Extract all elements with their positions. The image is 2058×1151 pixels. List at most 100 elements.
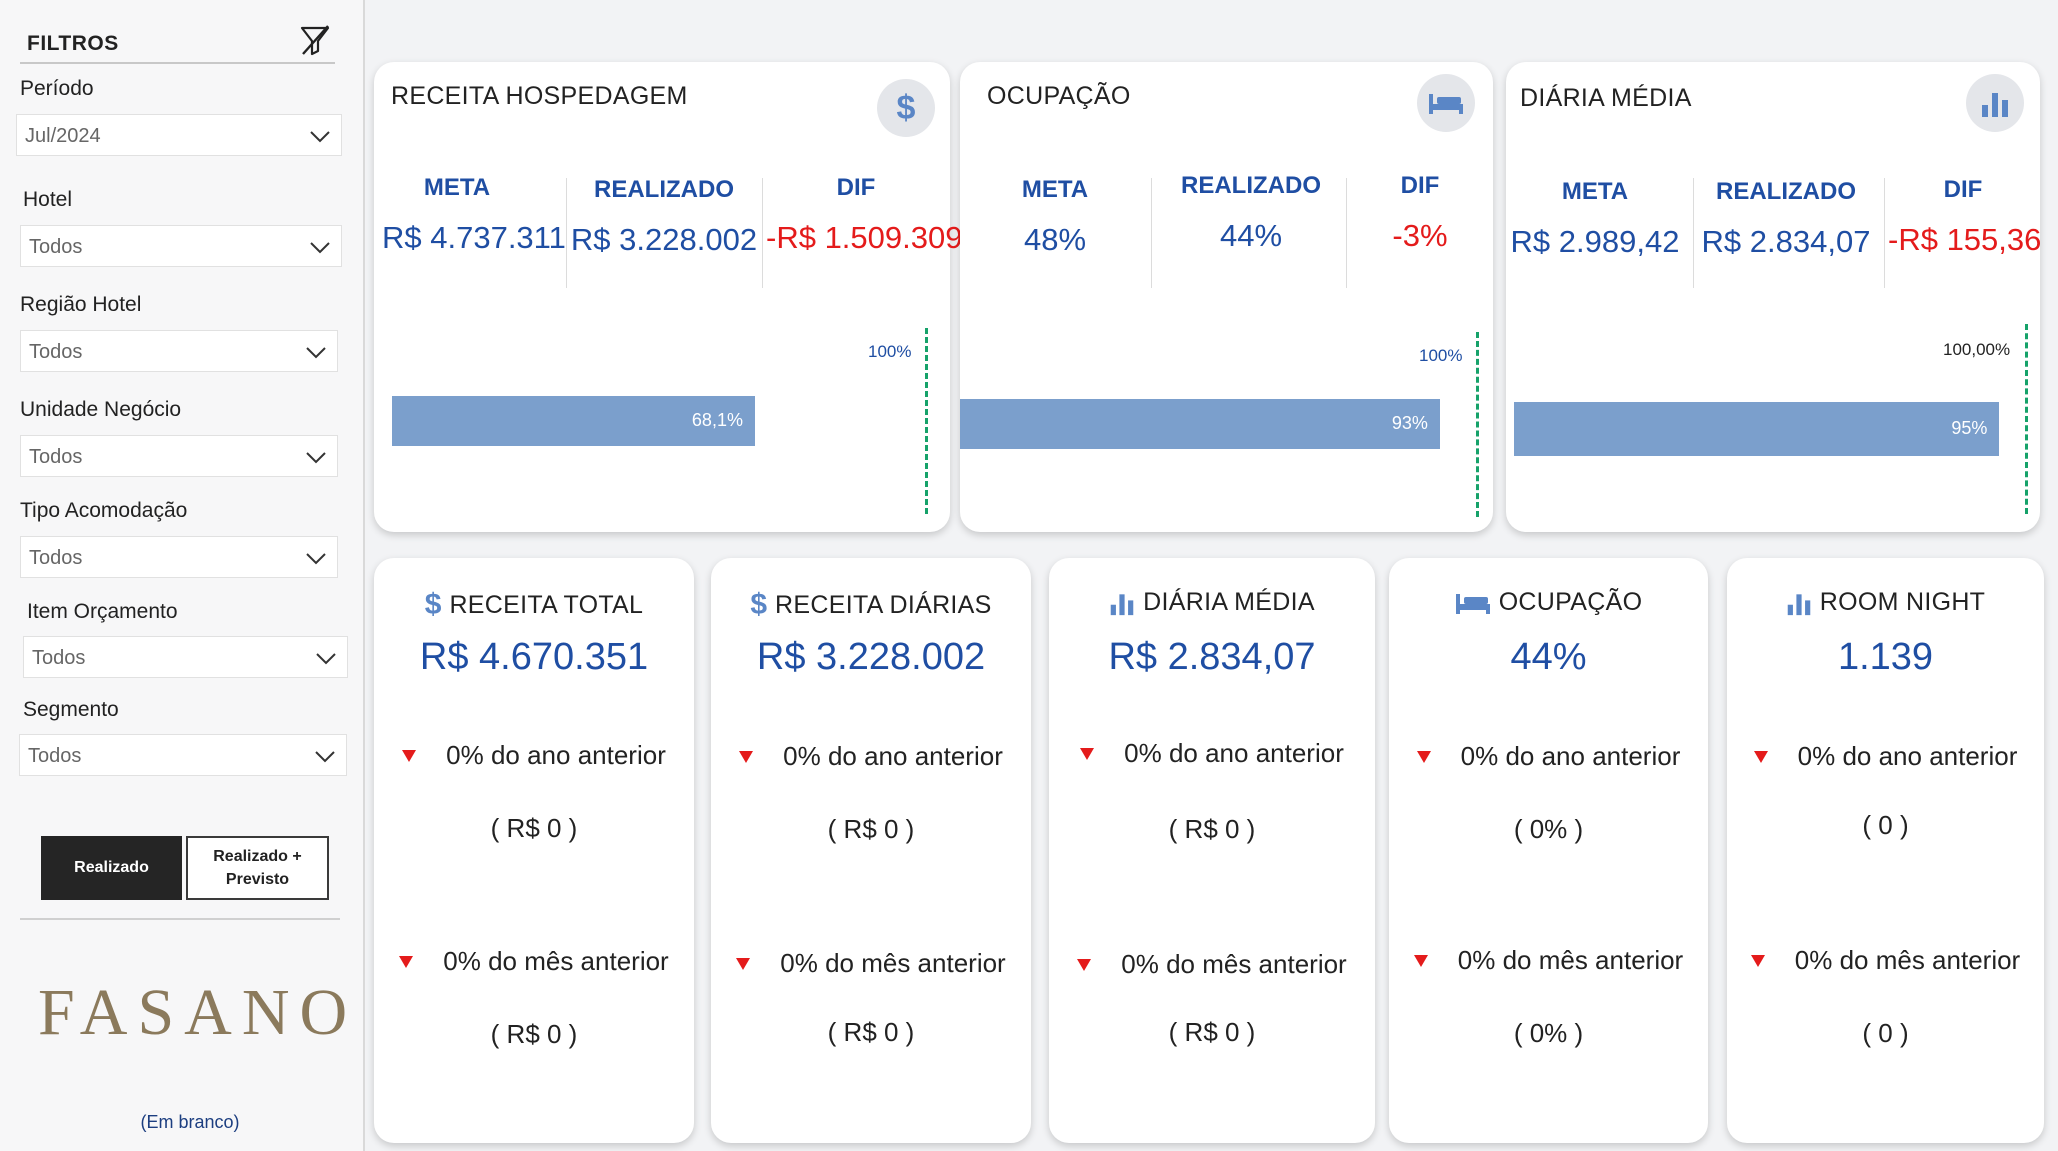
meta-label: META (1021, 176, 1089, 203)
filters-title: FILTROS (27, 32, 119, 55)
target-line (2025, 324, 2028, 514)
region-dropdown[interactable]: Todos (20, 330, 338, 372)
period-value: Jul/2024 (25, 125, 101, 147)
main-value: 1.139 (1837, 636, 1934, 678)
kpi-card-receita-hospedagem: RECEITA HOSPEDAGEM $ META R$ 4.737.311 R… (374, 62, 962, 532)
bar-chart-icon (1787, 593, 1811, 615)
card-title: RECEITA TOTAL (449, 590, 644, 619)
month-comparison-text: 0% do mês anterior (1457, 945, 1684, 975)
progress-bar: 93% (960, 399, 1440, 449)
bar-chart-icon (1966, 74, 2024, 132)
filter-panel: FILTROS Período Jul/2024 Hotel Todos Reg… (0, 0, 365, 1151)
column-divider (1151, 178, 1152, 288)
year-comparison-text: 0% do ano anterior (783, 741, 1003, 771)
year-comparison-value: ( 0 ) (1862, 810, 1909, 840)
year-comparison-text: 0% do ano anterior (1460, 741, 1681, 771)
month-comparison-text: 0% do mês anterior (1794, 945, 2021, 975)
dif-label: DIF (1943, 176, 1983, 203)
down-triangle-icon (1413, 954, 1428, 967)
realizado-label: REALIZADO (1716, 178, 1856, 205)
month-comparison-text: 0% do mês anterior (443, 946, 669, 976)
month-comparison-value: ( R$ 0 ) (827, 1017, 915, 1047)
bed-icon (1455, 593, 1490, 614)
chevron-down-icon (306, 347, 326, 359)
meta-value: R$ 2.989,42 (1510, 224, 1680, 259)
business-unit-value: Todos (29, 446, 83, 468)
clear-filters-icon[interactable] (297, 22, 333, 58)
card-title: ROOM NIGHT (1819, 588, 1986, 616)
month-comparison-text: 0% do mês anterior (1121, 949, 1347, 979)
region-value: Todos (29, 341, 83, 363)
down-triangle-icon (399, 955, 414, 968)
month-comparison-value: ( 0 ) (1862, 1018, 1909, 1048)
progress-bar: 95% (1514, 402, 2000, 456)
hotel-label: Hotel (23, 188, 73, 211)
dif-column: DIF -R$ 155,36 (1888, 176, 2042, 258)
hotel-dropdown[interactable]: Todos (20, 225, 342, 267)
month-comparison-text: 0% do mês anterior (780, 948, 1006, 978)
main-value: R$ 2.834,07 (1108, 636, 1316, 678)
month-comparison-value: ( R$ 0 ) (1168, 1017, 1256, 1047)
kpi-card-ocupacao: OCUPAÇÃO META 48% REALIZADO 44% DIF -3% … (960, 62, 1493, 532)
year-comparison-text: 0% do ano anterior (446, 740, 666, 770)
column-divider (1884, 178, 1885, 288)
hotel-value: Todos (29, 236, 83, 258)
year-comparison-value: ( R$ 0 ) (1168, 814, 1256, 844)
month-comparison: 0% do mês anterior (1727, 945, 2044, 976)
room-type-value: Todos (29, 547, 83, 569)
month-comparison: 0% do mês anterior (1049, 949, 1375, 980)
business-unit-label: Unidade Negócio (20, 398, 182, 421)
kpi-card-diaria-media: DIÁRIA MÉDIA META R$ 2.989,42 REALIZADO … (1506, 62, 2042, 532)
period-dropdown[interactable]: Jul/2024 (16, 114, 342, 156)
year-comparison-text: 0% do ano anterior (1124, 738, 1344, 768)
progress-bar: 68,1% (392, 396, 755, 446)
kpi-card-ocupacao-bottom: OCUPAÇÃO 44% 0% do ano anterior ( 0% ) 0… (1389, 558, 1708, 1143)
column-divider (1693, 178, 1694, 288)
meta-column: META 48% (980, 176, 1130, 258)
realizado-previsto-button[interactable]: Realizado + Previsto (186, 836, 329, 900)
dollar-icon: $ (424, 588, 442, 621)
budget-item-dropdown[interactable]: Todos (23, 636, 348, 678)
target-line (1476, 332, 1479, 517)
year-comparison: 0% do ano anterior (1049, 738, 1375, 769)
chevron-down-icon (310, 131, 330, 143)
realizado-button[interactable]: Realizado (41, 836, 182, 900)
budget-item-value: Todos (32, 647, 86, 669)
sidebar-divider (20, 918, 340, 920)
month-comparison-value: ( 0% ) (1513, 1018, 1584, 1048)
realizado-value: R$ 2.834,07 (1701, 224, 1871, 259)
year-comparison: 0% do ano anterior (374, 740, 694, 771)
kpi-card-receita-diarias: $ RECEITA DIÁRIAS R$ 3.228.002 0% do ano… (711, 558, 1031, 1143)
kpi-card-room-night: ROOM NIGHT 1.139 0% do ano anterior ( 0 … (1727, 558, 2044, 1143)
down-triangle-icon (402, 749, 417, 762)
realizado-column: REALIZADO R$ 2.834,07 (1696, 178, 1876, 260)
year-comparison: 0% do ano anterior (1389, 741, 1708, 772)
column-divider (762, 178, 763, 288)
room-type-dropdown[interactable]: Todos (20, 536, 338, 578)
down-triangle-icon (1416, 750, 1431, 763)
main-value: R$ 3.228.002 (756, 636, 986, 678)
card-title: RECEITA HOSPEDAGEM (391, 82, 688, 110)
meta-label: META (1561, 178, 1629, 205)
card-header: OCUPAÇÃO (1389, 588, 1708, 617)
dif-label: DIF (1400, 172, 1440, 199)
blank-label: (Em branco) (140, 1112, 240, 1132)
segment-dropdown[interactable]: Todos (19, 734, 347, 776)
dif-value: -R$ 155,36 (1888, 222, 2042, 257)
meta-column: META R$ 4.737.311 (382, 174, 566, 256)
month-comparison: 0% do mês anterior (711, 948, 1031, 979)
dif-column: DIF -3% (1350, 172, 1490, 254)
meta-value: R$ 4.737.311 (382, 220, 566, 255)
bed-icon (1417, 74, 1475, 132)
realizado-value: R$ 3.228.002 (570, 222, 758, 257)
down-triangle-icon (736, 957, 751, 970)
dollar-icon: $ (750, 588, 768, 621)
business-unit-dropdown[interactable]: Todos (20, 435, 338, 477)
segment-value: Todos (28, 745, 82, 767)
meta-value: 48% (1023, 222, 1087, 257)
period-label: Período (20, 77, 94, 100)
chevron-down-icon (316, 653, 336, 665)
year-comparison-value: ( R$ 0 ) (490, 813, 578, 843)
column-divider (566, 178, 567, 288)
month-comparison: 0% do mês anterior (1389, 945, 1708, 976)
